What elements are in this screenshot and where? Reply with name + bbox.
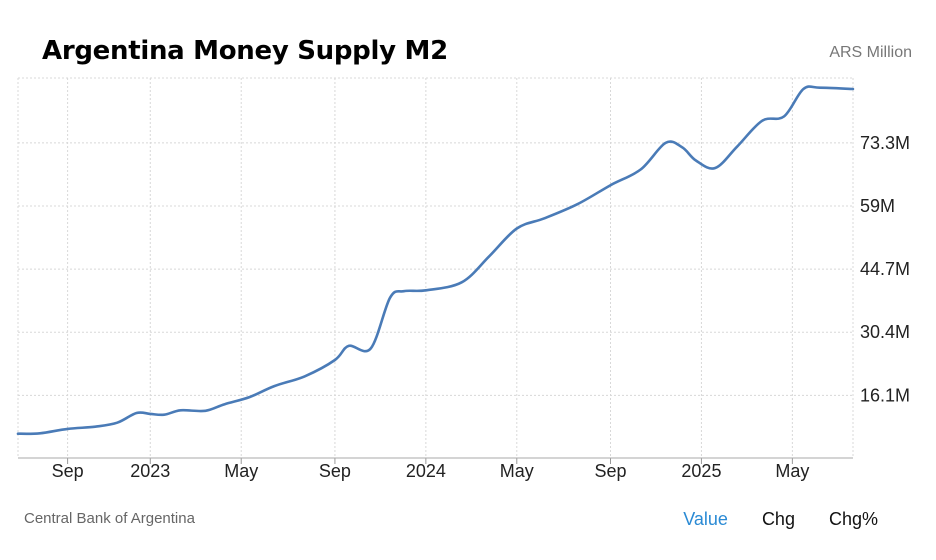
m2-series-line bbox=[16, 85, 855, 436]
source-label: Central Bank of Argentina bbox=[24, 510, 195, 527]
x-tick-label: May bbox=[775, 461, 809, 481]
grid-lines bbox=[17, 77, 854, 464]
x-tick-label: 2025 bbox=[681, 461, 721, 481]
y-axis-labels: 16.1M 30.4M 44.7M 59M 73.3M bbox=[860, 133, 910, 405]
x-tick-label: May bbox=[224, 461, 258, 481]
x-tick-label: Sep bbox=[319, 461, 351, 481]
y-tick-label: 44.7M bbox=[860, 259, 910, 279]
tab-chg[interactable]: Chg bbox=[761, 509, 795, 529]
y-tick-label: 73.3M bbox=[860, 133, 910, 153]
unit-label: ARS Million bbox=[829, 44, 912, 61]
x-tick-label: May bbox=[500, 461, 534, 481]
y-tick-label: 30.4M bbox=[860, 322, 910, 342]
tab-value[interactable]: Value bbox=[683, 509, 728, 529]
y-tick-label: 16.1M bbox=[860, 385, 910, 405]
x-tick-label: 2024 bbox=[406, 461, 446, 481]
x-tick-label: Sep bbox=[594, 461, 626, 481]
y-tick-label: 59M bbox=[860, 196, 895, 216]
x-tick-label: Sep bbox=[52, 461, 84, 481]
view-tabs: Value Chg Chg% bbox=[683, 509, 878, 530]
x-axis-labels: Sep 2023 May Sep 2024 May Sep 2025 May bbox=[52, 461, 810, 481]
x-tick-label: 2023 bbox=[130, 461, 170, 481]
chart-title: Argentina Money Supply M2 bbox=[42, 36, 448, 66]
tab-chg-percent[interactable]: Chg% bbox=[828, 509, 878, 529]
